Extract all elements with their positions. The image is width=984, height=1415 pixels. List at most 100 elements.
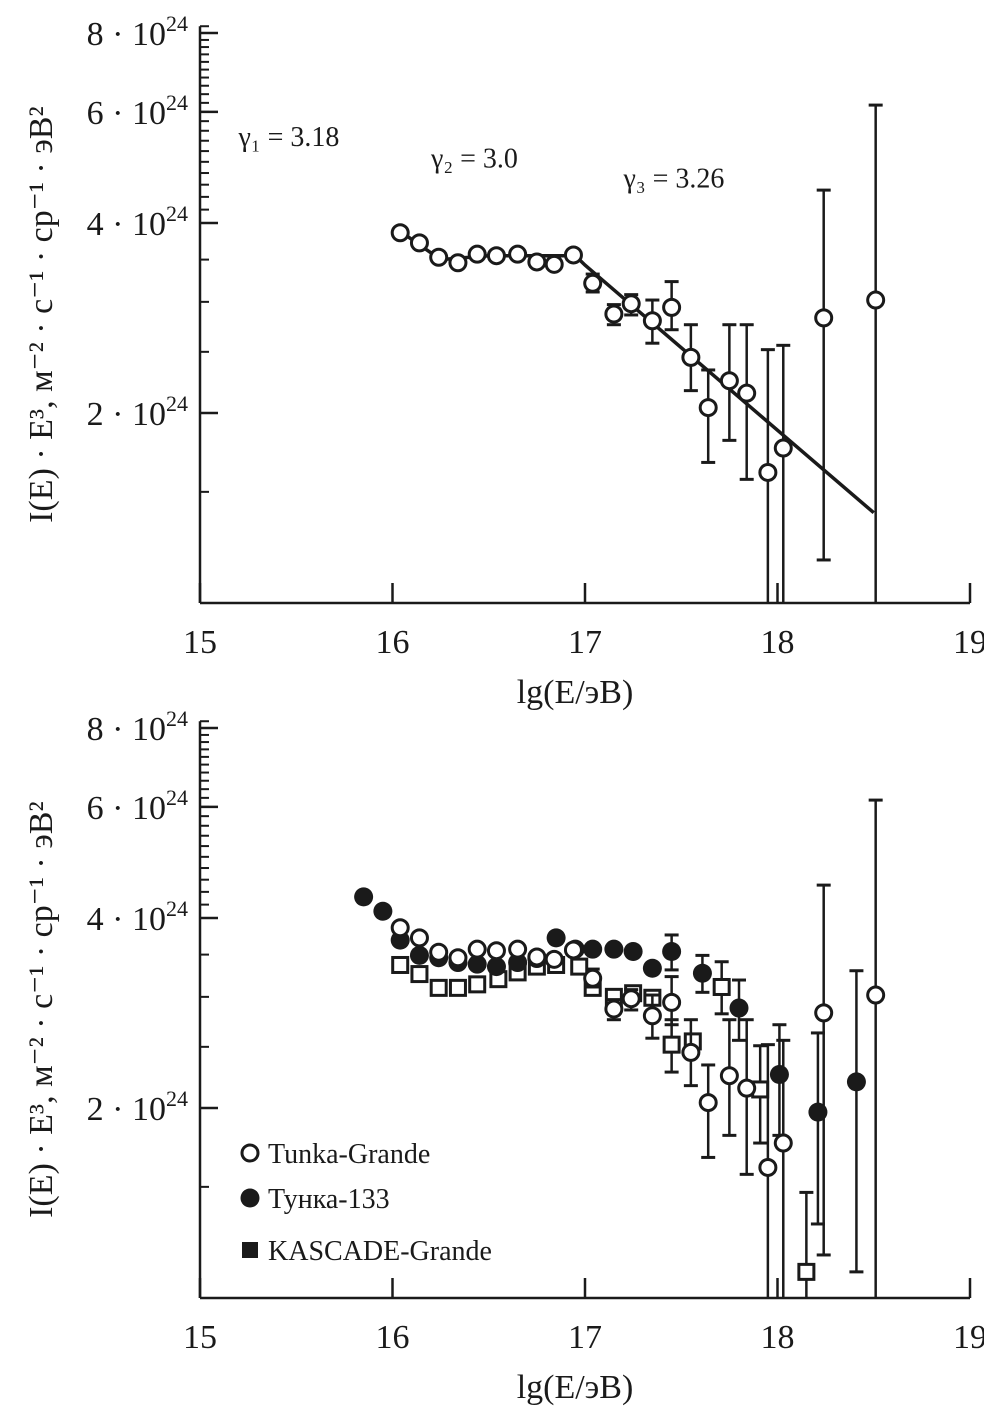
y-axis-title: I(E) · E³, м⁻² · с⁻¹ · ср⁻¹ · эВ² xyxy=(23,106,60,523)
y-tick-label: 8 · 1024 xyxy=(87,706,188,748)
gamma-annotation: γ₁ = 3.18 xyxy=(238,122,340,153)
x-tick-label: 15 xyxy=(183,1319,217,1356)
data-point xyxy=(692,963,712,983)
data-point xyxy=(508,953,528,973)
data-point xyxy=(429,942,449,962)
data-point xyxy=(681,347,701,367)
x-axis-title: lg(E/эВ) xyxy=(517,1369,634,1406)
y-tick-exponent: 24 xyxy=(166,785,188,810)
data-point xyxy=(354,887,374,907)
data-point xyxy=(662,1035,681,1054)
data-point xyxy=(729,998,749,1018)
legend-marker xyxy=(240,1143,260,1163)
broken-power-law-fit-line xyxy=(397,228,875,515)
data-point xyxy=(486,957,506,977)
legend-label: Тунка-133 xyxy=(268,1184,390,1215)
data-point xyxy=(448,948,468,968)
y-tick-label: 4 · 1024 xyxy=(87,201,188,243)
data-point xyxy=(570,957,589,976)
data-point xyxy=(563,245,583,265)
x-tick-label: 19 xyxy=(953,1319,984,1356)
data-point xyxy=(642,311,662,331)
data-point xyxy=(467,954,487,974)
y-tick-mantissa: 2 · 10 xyxy=(87,1091,166,1128)
data-point xyxy=(467,244,487,264)
data-point xyxy=(698,1093,718,1113)
x-tick-label: 18 xyxy=(761,1319,795,1356)
y-tick-exponent: 24 xyxy=(166,706,188,731)
data-point xyxy=(698,398,718,418)
series-tunka-grande xyxy=(390,798,886,1298)
data-point xyxy=(737,383,757,403)
y-tick-exponent: 24 xyxy=(166,896,188,921)
y-tick-exponent: 24 xyxy=(166,391,188,416)
data-point xyxy=(390,223,410,243)
data-point xyxy=(769,1064,789,1084)
data-point xyxy=(662,297,682,317)
y-tick-exponent: 24 xyxy=(166,90,188,115)
y-tick-exponent: 24 xyxy=(166,201,188,226)
data-point xyxy=(662,941,682,961)
data-point xyxy=(508,244,528,264)
data-point xyxy=(866,290,886,310)
data-point xyxy=(642,1006,662,1026)
data-point xyxy=(621,989,641,1009)
data-point xyxy=(604,304,624,324)
data-point xyxy=(527,947,547,967)
data-point xyxy=(373,901,393,921)
y-tick-label: 6 · 1024 xyxy=(87,90,188,132)
legend-marker xyxy=(242,1242,258,1258)
data-point xyxy=(642,958,662,978)
data-point xyxy=(773,1133,793,1153)
data-point xyxy=(546,928,566,948)
data-point xyxy=(604,999,624,1019)
x-tick-label: 16 xyxy=(376,624,410,661)
y-tick-exponent: 24 xyxy=(166,11,188,36)
x-tick-label: 16 xyxy=(376,1319,410,1356)
gamma-annotation: γ₂ = 3.0 xyxy=(430,143,518,174)
data-point xyxy=(797,1262,816,1281)
data-point xyxy=(486,941,506,961)
data-point xyxy=(814,308,834,328)
data-point xyxy=(448,253,468,273)
data-point xyxy=(467,939,487,959)
legend-label: Tunka-Grande xyxy=(268,1139,430,1170)
data-point xyxy=(409,945,429,965)
y-tick-mantissa: 8 · 10 xyxy=(87,16,166,53)
data-point xyxy=(623,941,643,961)
data-point xyxy=(719,1066,739,1086)
y-tick-mantissa: 4 · 10 xyxy=(87,901,166,938)
data-point xyxy=(409,233,429,253)
data-point xyxy=(390,918,410,938)
data-point xyxy=(583,968,603,988)
data-point xyxy=(866,985,886,1005)
y-tick-mantissa: 2 · 10 xyxy=(87,396,166,433)
y-tick-exponent: 24 xyxy=(166,1086,188,1111)
legend-marker xyxy=(240,1188,260,1208)
x-axis-title: lg(E/эВ) xyxy=(517,674,634,711)
y-tick-mantissa: 8 · 10 xyxy=(87,711,166,748)
data-point xyxy=(486,246,506,266)
data-point xyxy=(662,992,682,1012)
legend-label: KASCADE-Grande xyxy=(268,1236,492,1267)
data-point xyxy=(712,977,731,996)
data-point xyxy=(544,254,564,274)
data-point xyxy=(508,939,528,959)
data-point xyxy=(544,949,564,969)
y-tick-mantissa: 4 · 10 xyxy=(87,206,166,243)
y-tick-label: 2 · 1024 xyxy=(87,391,188,433)
data-point xyxy=(429,247,449,267)
data-point xyxy=(409,928,429,948)
legend: Tunka-Grande Тунка-133 KASCADE-Grande xyxy=(240,1139,492,1267)
data-point xyxy=(468,975,487,994)
data-point xyxy=(583,939,603,959)
y-tick-mantissa: 6 · 10 xyxy=(87,790,166,827)
data-point xyxy=(429,978,448,997)
y-tick-label: 4 · 1024 xyxy=(87,896,188,938)
data-point xyxy=(563,940,583,960)
data-point xyxy=(448,978,467,997)
data-point xyxy=(681,1042,701,1062)
data-point xyxy=(621,294,641,314)
